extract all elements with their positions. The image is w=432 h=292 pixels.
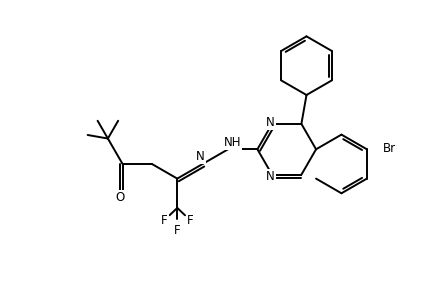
Text: N: N bbox=[266, 116, 275, 129]
Text: N: N bbox=[196, 150, 205, 163]
Text: F: F bbox=[161, 213, 168, 227]
Text: Br: Br bbox=[383, 142, 396, 155]
Text: N: N bbox=[266, 170, 275, 183]
Text: O: O bbox=[116, 191, 125, 204]
Text: F: F bbox=[174, 224, 181, 237]
Text: F: F bbox=[187, 213, 194, 227]
Text: NH: NH bbox=[224, 136, 241, 149]
